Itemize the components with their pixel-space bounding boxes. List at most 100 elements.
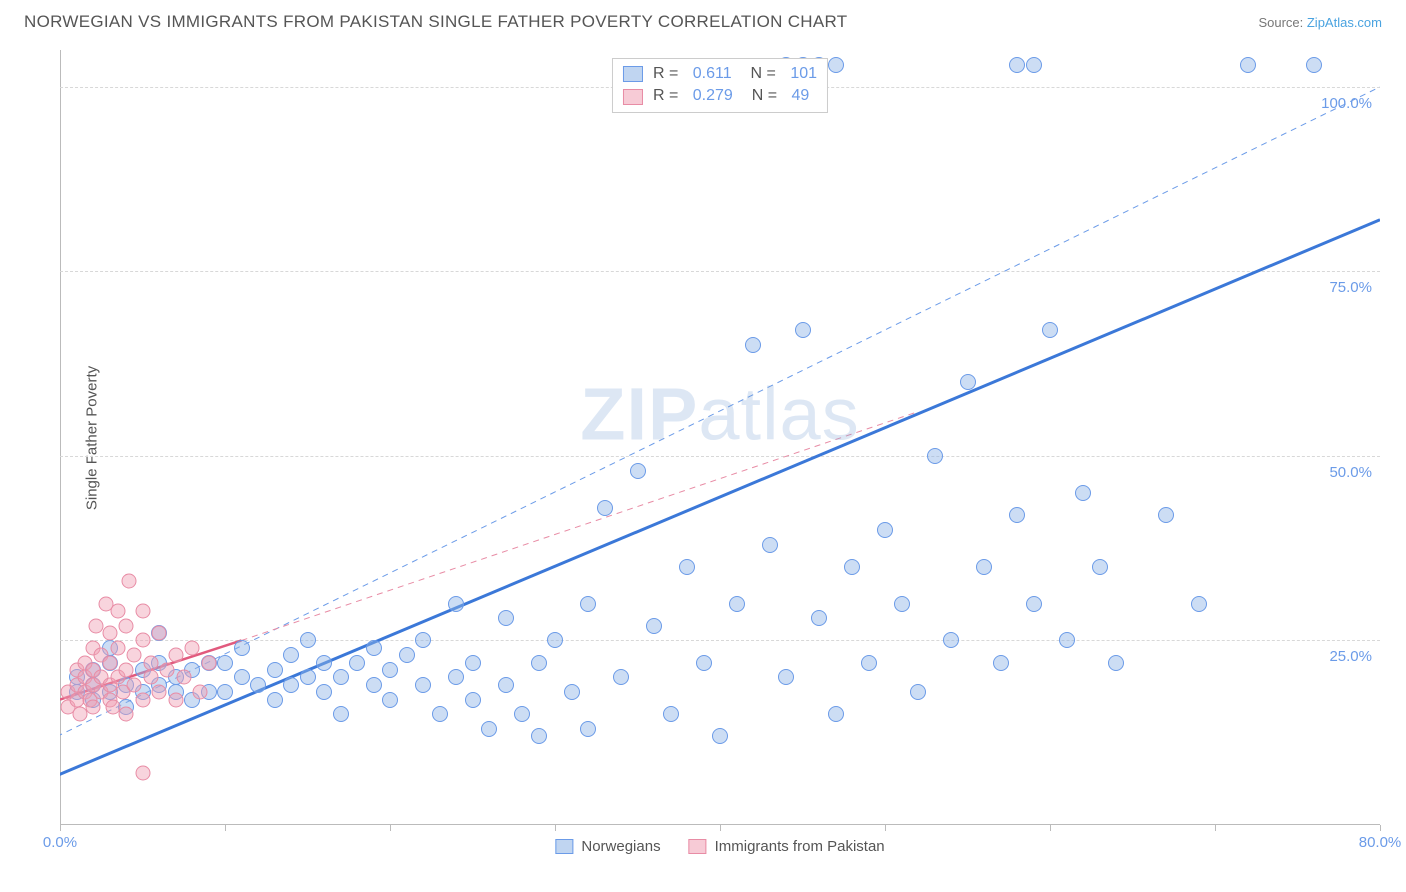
- data-point: [1108, 655, 1124, 671]
- data-point: [696, 655, 712, 671]
- data-point: [894, 596, 910, 612]
- x-tick: [1050, 825, 1051, 831]
- data-point: [250, 677, 266, 693]
- data-point: [234, 669, 250, 685]
- data-point: [1009, 57, 1025, 73]
- data-point: [481, 721, 497, 737]
- data-point: [1092, 559, 1108, 575]
- x-tick: [60, 825, 61, 831]
- data-point: [564, 684, 580, 700]
- data-point: [193, 685, 208, 700]
- data-point: [122, 574, 137, 589]
- data-point: [976, 559, 992, 575]
- data-point: [762, 537, 778, 553]
- x-tick: [720, 825, 721, 831]
- y-tick-label: 25.0%: [1329, 648, 1372, 665]
- data-point: [267, 692, 283, 708]
- data-point: [382, 662, 398, 678]
- data-point: [119, 663, 134, 678]
- watermark: ZIPatlas: [580, 372, 859, 457]
- data-point: [185, 640, 200, 655]
- x-tick-label: 80.0%: [1359, 834, 1402, 851]
- y-tick-label: 75.0%: [1329, 279, 1372, 296]
- data-point: [143, 655, 158, 670]
- data-point: [415, 632, 431, 648]
- data-point: [811, 610, 827, 626]
- data-point: [498, 677, 514, 693]
- legend-item-norwegians: Norwegians: [555, 838, 660, 855]
- legend-row-pakistan: R = 0.279 N = 49: [623, 85, 817, 107]
- x-tick: [1380, 825, 1381, 831]
- data-point: [1042, 322, 1058, 338]
- data-point: [1075, 485, 1091, 501]
- data-point: [176, 670, 191, 685]
- data-point: [432, 706, 448, 722]
- data-point: [712, 728, 728, 744]
- data-point: [110, 640, 125, 655]
- x-tick: [390, 825, 391, 831]
- legend-row-norwegians: R = 0.611 N = 101: [623, 63, 817, 85]
- data-point: [135, 692, 150, 707]
- data-point: [1009, 507, 1025, 523]
- data-point: [828, 706, 844, 722]
- x-tick: [1215, 825, 1216, 831]
- gridline: [60, 640, 1380, 641]
- swatch-blue: [623, 66, 643, 82]
- data-point: [778, 669, 794, 685]
- data-point: [795, 322, 811, 338]
- data-point: [1026, 57, 1042, 73]
- source-attribution: Source: ZipAtlas.com: [1258, 15, 1382, 30]
- gridline: [60, 271, 1380, 272]
- data-point: [86, 699, 101, 714]
- data-point: [960, 374, 976, 390]
- data-point: [366, 677, 382, 693]
- data-point: [531, 728, 547, 744]
- data-point: [1026, 596, 1042, 612]
- legend-correlation: R = 0.611 N = 101 R = 0.279 N = 49: [612, 58, 828, 113]
- data-point: [316, 655, 332, 671]
- data-point: [745, 337, 761, 353]
- trend-lines: [60, 50, 1380, 825]
- data-point: [267, 662, 283, 678]
- data-point: [1158, 507, 1174, 523]
- y-tick-label: 50.0%: [1329, 464, 1372, 481]
- source-link[interactable]: ZipAtlas.com: [1307, 15, 1382, 30]
- data-point: [1059, 632, 1075, 648]
- data-point: [366, 640, 382, 656]
- data-point: [910, 684, 926, 700]
- legend-series: Norwegians Immigrants from Pakistan: [555, 838, 884, 855]
- data-point: [597, 500, 613, 516]
- data-point: [143, 670, 158, 685]
- data-point: [160, 663, 175, 678]
- data-point: [217, 684, 233, 700]
- data-point: [448, 596, 464, 612]
- data-point: [465, 655, 481, 671]
- data-point: [1240, 57, 1256, 73]
- data-point: [844, 559, 860, 575]
- x-tick: [885, 825, 886, 831]
- data-point: [1191, 596, 1207, 612]
- x-tick: [555, 825, 556, 831]
- x-tick: [225, 825, 226, 831]
- data-point: [119, 618, 134, 633]
- data-point: [333, 669, 349, 685]
- data-point: [102, 655, 117, 670]
- data-point: [729, 596, 745, 612]
- data-point: [679, 559, 695, 575]
- data-point: [415, 677, 431, 693]
- data-point: [152, 685, 167, 700]
- data-point: [217, 655, 233, 671]
- data-point: [927, 448, 943, 464]
- data-point: [943, 632, 959, 648]
- chart-header: NORWEGIAN VS IMMIGRANTS FROM PAKISTAN SI…: [0, 0, 1406, 36]
- data-point: [201, 655, 216, 670]
- data-point: [234, 640, 250, 656]
- data-point: [547, 632, 563, 648]
- data-point: [102, 626, 117, 641]
- swatch-pink-icon: [689, 839, 707, 854]
- data-point: [498, 610, 514, 626]
- legend-item-pakistan: Immigrants from Pakistan: [689, 838, 885, 855]
- data-point: [399, 647, 415, 663]
- data-point: [152, 626, 167, 641]
- data-point: [828, 57, 844, 73]
